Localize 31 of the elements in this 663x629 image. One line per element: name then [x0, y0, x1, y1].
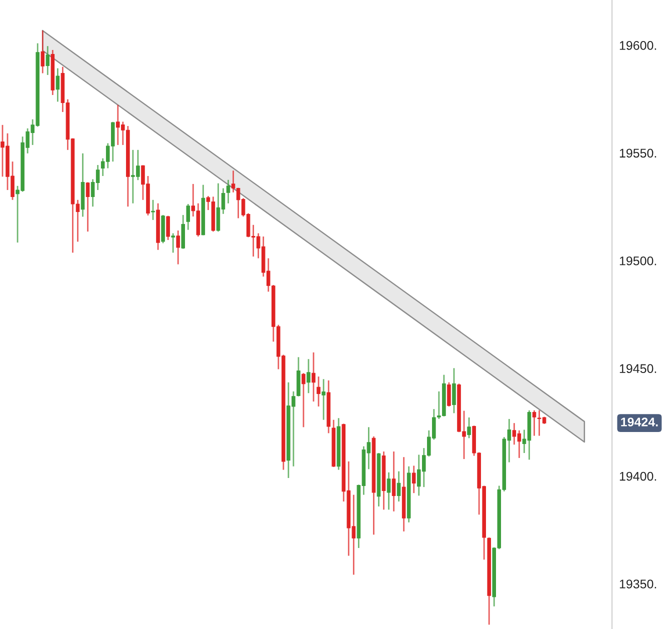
- candlestick: [302, 372, 306, 428]
- candlestick: [40, 30, 45, 74]
- candlestick: [176, 230, 180, 266]
- candlestick: [166, 215, 170, 241]
- candlestick: [467, 416, 471, 439]
- y-tick-label: 19550.: [620, 148, 656, 158]
- candlestick: [386, 472, 391, 510]
- candlestick: [412, 465, 416, 494]
- y-tick-label: 19600.: [620, 41, 656, 50]
- candlestick: [306, 358, 310, 394]
- candlestick: [46, 45, 50, 76]
- y-tick-label: 19500.: [620, 256, 656, 266]
- y-tick-label: 19350.: [620, 580, 656, 588]
- candlestick: [316, 376, 320, 408]
- text: 19424.: [621, 418, 658, 426]
- candlestick: [532, 410, 536, 436]
- candlestick: [452, 367, 456, 414]
- candlestick: [312, 352, 316, 402]
- candlestick: [56, 68, 60, 102]
- candlestick: [186, 203, 190, 231]
- candlestick: [447, 382, 451, 408]
- candlestick: [226, 179, 230, 204]
- y-tick-label: 19400.: [620, 472, 656, 481]
- candlestick: [181, 214, 185, 250]
- candlestick: [171, 232, 175, 254]
- candlestick: [86, 182, 90, 232]
- candlestick: [151, 199, 155, 221]
- candlestick: [396, 470, 401, 502]
- candlestick: [322, 378, 326, 421]
- candlestick: [392, 450, 396, 512]
- y-tick-label: 19450.: [620, 364, 656, 374]
